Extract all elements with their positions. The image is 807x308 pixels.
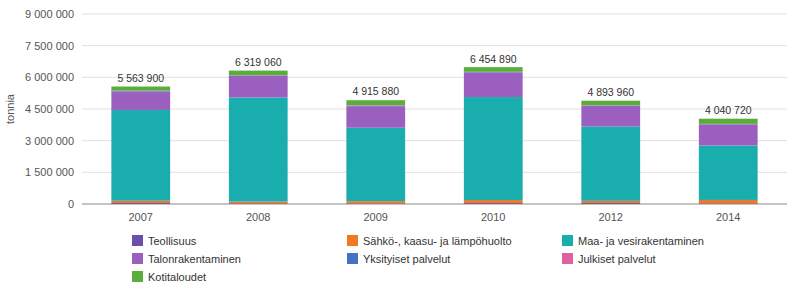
bar-segment [581,201,640,203]
legend-label: Sähkö-, kaasu- ja lämpöhuolto [363,235,512,247]
bar-segment [229,71,288,76]
legend-swatch [132,271,143,282]
y-axis: 0 1 500 000 3 000 000 4 500 000 6 000 000 7 5… [25,8,74,210]
y-axis-label: tonnia [4,93,16,124]
chart: 0 1 500 000 3 000 000 4 500 000 6 000 000 7 5… [0,0,807,308]
bar-segment [464,97,523,200]
grid-line [82,204,787,205]
legend-swatch [562,253,573,264]
grid [82,14,787,204]
grid-line [82,172,787,173]
bar-segment [581,101,640,106]
bar-segment [699,125,758,146]
y-tick-label: 9 000 000 [25,8,74,20]
legend-label: Maa- ja vesirakentaminen [578,235,704,247]
legend-swatch [347,235,358,246]
legend-swatch [132,235,143,246]
bar-segment [699,200,758,203]
bar-segment [111,110,170,201]
total-label: 4 915 880 [352,85,399,97]
bar-segment [111,92,170,110]
total-label: 4 040 720 [705,104,752,116]
bar-segment [699,145,758,199]
x-tick-label: 2014 [716,211,740,223]
legend-label: Yksityiset palvelut [363,253,450,265]
bar-segment [581,127,640,201]
grid-line [82,14,787,15]
bar-segment [464,200,523,203]
total-label: 6 319 060 [235,56,282,68]
x-tick-label: 2008 [246,211,270,223]
bar-segment [346,105,405,107]
bar-segment [464,73,523,97]
bar-segment [346,128,405,201]
bar-segment [346,106,405,128]
x-tick-label: 2007 [129,211,153,223]
y-tick-label: 6 000 000 [25,71,74,83]
x-tick-label: 2012 [599,211,623,223]
bar-segment [111,91,170,93]
grid-line [82,45,787,46]
bar-segment [229,97,288,201]
grid-line [82,140,787,141]
grid-line [82,109,787,110]
bar-segment [111,201,170,203]
y-tick-label: 0 [68,198,74,210]
y-tick-label: 1 500 000 [25,166,74,178]
total-label: 4 893 960 [587,86,634,98]
legend-label: Julkiset palvelut [578,253,656,265]
y-tick-label: 7 500 000 [25,40,74,52]
bar-segment [346,201,405,203]
bars [111,67,757,204]
legend-swatch [132,253,143,264]
total-label: 5 563 900 [117,72,164,84]
y-tick-label: 4 500 000 [25,103,74,115]
bar-segment [346,100,405,105]
legend-swatch [562,235,573,246]
x-tick-label: 2010 [481,211,505,223]
grid-line [82,77,787,78]
bar-segment [229,76,288,98]
bar-segment [699,119,758,124]
x-axis-line [82,204,787,205]
bar-segment [464,67,523,72]
bar-segment [464,72,523,74]
legend-label: Talonrakentaminen [148,253,241,265]
legend-label: Kotitaloudet [148,271,206,283]
legend-swatch [347,253,358,264]
legend: Teollisuus Sähkö-, kaasu- ja lämpöhuolto M… [132,235,704,283]
bar-segment [581,105,640,106]
bar-segment [111,87,170,91]
bar-segment [229,202,288,204]
total-label: 6 454 890 [470,53,517,65]
y-tick-label: 3 000 000 [25,135,74,147]
bar-segment [699,124,758,126]
legend-label: Teollisuus [148,235,197,247]
x-tick-label: 2009 [364,211,388,223]
bar-segment [581,106,640,126]
